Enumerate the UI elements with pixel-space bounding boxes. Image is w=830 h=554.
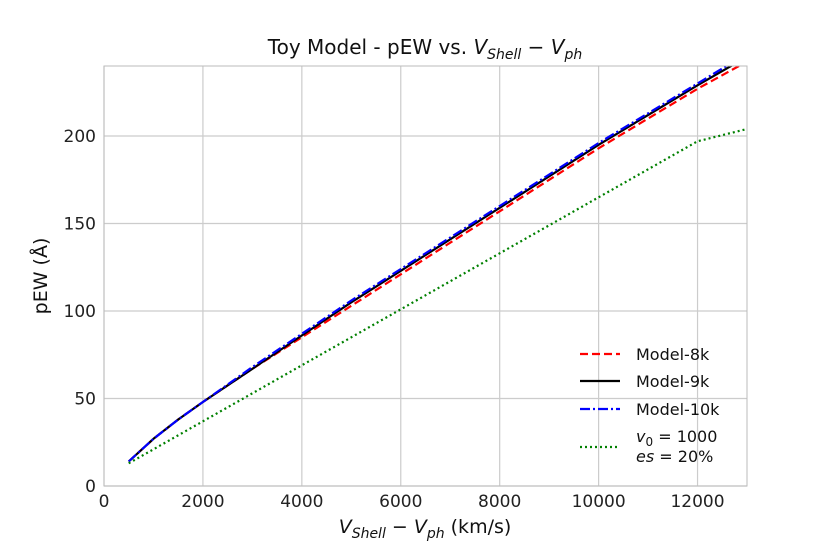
x-tick-label: 4000 [280, 492, 323, 512]
x-tick-label: 0 [99, 492, 110, 512]
grid [103, 66, 747, 487]
legend-label-model-9k: Model-9k [636, 372, 710, 391]
legend-label-model-10k: Model-10k [636, 400, 720, 419]
y-tick-labels: 0 50 100 150 200 [64, 127, 96, 497]
x-tick-label: 10000 [572, 492, 626, 512]
y-axis-label: pEW (Å) [29, 238, 52, 315]
x-tick-label: 2000 [181, 492, 224, 512]
legend-label-toy-line1: v0 = 1000 [636, 427, 717, 449]
legend: Model-8k Model-9k Model-10k v0 = 1000 es… [580, 345, 720, 466]
x-tick-labels: 0 2000 4000 6000 8000 10000 12000 [99, 492, 725, 512]
legend-label-toy-line2: es = 20% [636, 447, 713, 466]
plot-frame [103, 65, 748, 487]
x-tick-label: 8000 [478, 492, 521, 512]
series-line-toy-model [128, 127, 747, 465]
x-tick-label: 12000 [670, 492, 724, 512]
series-lines [127, 66, 747, 465]
x-tick-label: 6000 [379, 492, 422, 512]
y-tick-label: 50 [74, 390, 96, 410]
y-tick-label: 150 [64, 215, 96, 235]
chart-title: Toy Model - pEW vs. VShell − Vph [267, 35, 582, 63]
y-tick-label: 100 [64, 302, 96, 322]
legend-label-model-8k: Model-8k [636, 345, 710, 364]
y-tick-label: 0 [85, 477, 96, 497]
y-tick-label: 200 [64, 127, 96, 147]
series-line-model-10k [127, 66, 729, 463]
x-axis-label: VShell − Vph (km/s) [339, 516, 512, 542]
